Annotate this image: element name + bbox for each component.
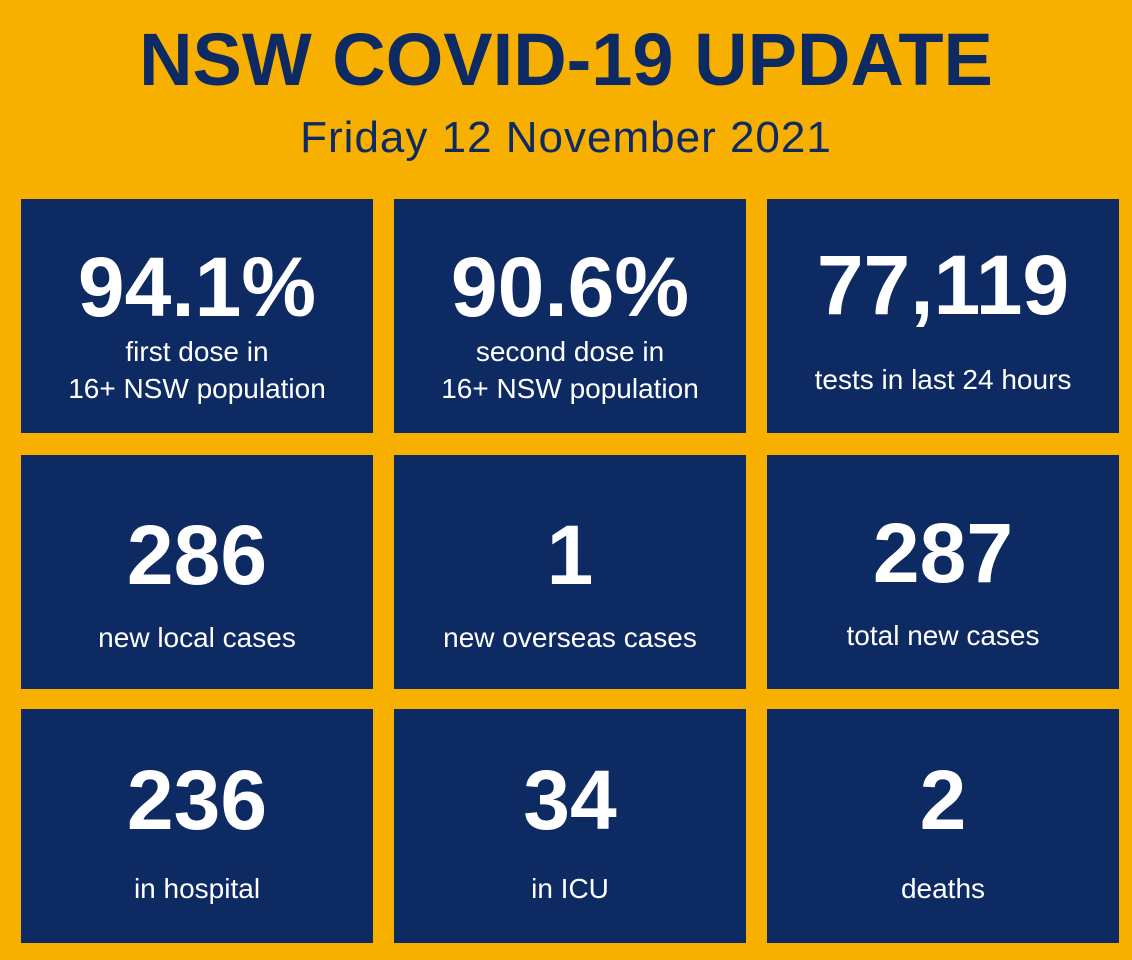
stat-value: 90.6% — [450, 240, 690, 334]
stat-value: 287 — [872, 506, 1014, 600]
label-line: in hospital — [133, 873, 261, 904]
stat-value: 34 — [523, 753, 617, 847]
stat-value: 1 — [546, 508, 594, 602]
stat-tile: 2 deaths — [767, 709, 1119, 943]
label-line: tests in last 24 hours — [814, 364, 1072, 395]
stat-value: 236 — [126, 753, 268, 847]
stat-tile: 90.6% second dose in 16+ NSW population — [394, 199, 746, 433]
stat-tile: 94.1% first dose in 16+ NSW population — [21, 199, 373, 433]
stat-tile: 236 in hospital — [21, 709, 373, 943]
stat-tile: 287 total new cases — [767, 455, 1119, 689]
stat-value: 286 — [126, 508, 268, 602]
stat-label: total new cases — [767, 617, 1119, 654]
title: NSW COVID-19 UPDATE — [139, 18, 993, 101]
label-line: 16+ NSW population — [441, 373, 699, 404]
stat-tile: 1 new overseas cases — [394, 455, 746, 689]
stat-tile: 286 new local cases — [21, 455, 373, 689]
label-line: first dose in — [125, 336, 269, 367]
stat-label: new local cases — [21, 619, 373, 656]
stat-tile: 77,119 tests in last 24 hours — [767, 199, 1119, 433]
stat-label: new overseas cases — [394, 619, 746, 656]
stat-value: 94.1% — [77, 240, 317, 334]
label-line: deaths — [900, 873, 986, 904]
stat-label: second dose in 16+ NSW population — [394, 333, 746, 407]
label-line: total new cases — [846, 620, 1040, 651]
stat-value: 2 — [919, 753, 967, 847]
subtitle: Friday 12 November 2021 — [300, 113, 832, 162]
label-line: new local cases — [98, 622, 296, 653]
label-line: new overseas cases — [443, 622, 697, 653]
stat-label: tests in last 24 hours — [767, 361, 1119, 398]
stat-tile: 34 in ICU — [394, 709, 746, 943]
stat-label: deaths — [767, 870, 1119, 907]
stat-label: first dose in 16+ NSW population — [21, 333, 373, 407]
stat-label: in ICU — [394, 870, 746, 907]
label-line: in ICU — [531, 873, 609, 904]
stat-value: 77,119 — [816, 238, 1070, 332]
label-line: 16+ NSW population — [68, 373, 326, 404]
label-line: second dose in — [475, 336, 665, 367]
stat-label: in hospital — [21, 870, 373, 907]
